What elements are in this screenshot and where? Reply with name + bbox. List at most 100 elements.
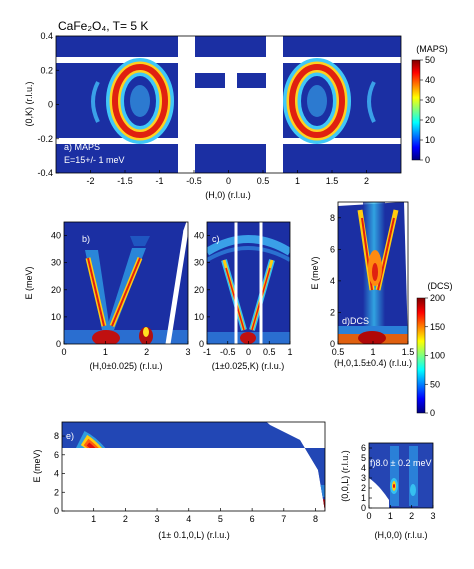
panel-b-y-axis-label: E (meV) xyxy=(24,266,34,299)
panel-a-x-tick-label: -1 xyxy=(155,176,163,186)
panel-c-x-ticks: -1 -0.5 0 0.5 1 xyxy=(203,341,293,357)
panel-a-gap-left xyxy=(178,36,195,173)
panel-c-x-tick-label: -0.5 xyxy=(220,347,236,357)
panel-c-x-tick-label: 0.5 xyxy=(263,347,276,357)
panel-b-x-ticks: 0 1 2 3 xyxy=(61,341,191,357)
panel-b-x-axis-label: (H,0±0.025) (r.l.u.) xyxy=(90,361,163,371)
panel-a-x-tick-label: 1.5 xyxy=(326,176,339,186)
panel-f-x-ticks: 0 1 2 3 xyxy=(366,505,436,521)
panel-a-y-tick-label: -0.2 xyxy=(37,134,53,144)
panel-a-y-tick-label: 0 xyxy=(48,100,53,110)
figure-title: CaFe₂O₄, T= 5 K xyxy=(58,19,148,33)
panel-b-y-ticks: 40 30 20 10 0 xyxy=(51,231,67,349)
colorbar-tick-label: 10 xyxy=(425,135,435,145)
panel-f-y-tick-label: 3 xyxy=(361,473,366,483)
colorbar-tick-label: 50 xyxy=(425,55,435,65)
panel-d-colorbar-ticks: 200 150 100 50 0 xyxy=(425,293,445,418)
panel-d-y-tick-label: 8 xyxy=(330,213,335,223)
panel-e-x-tick-label: 5 xyxy=(218,514,223,524)
panel-e-x-tick-label: 3 xyxy=(155,514,160,524)
panel-b-y-tick-label: 20 xyxy=(51,285,61,295)
panel-e-x-ticks: 1 2 3 4 5 6 7 8 xyxy=(91,508,318,524)
panel-c: c) -1 -0.5 0 0.5 1 40 30 20 10 0 (1±0.025,K) (r.… xyxy=(194,221,293,371)
colorbar-tick-label: 150 xyxy=(430,322,445,332)
panel-f-y-axis-label: (0,0,L) (r.l.u.) xyxy=(340,450,350,502)
panel-d-colorbar xyxy=(416,297,426,414)
colorbar-tick-label: 50 xyxy=(430,379,440,389)
panel-b-y-tick-label: 0 xyxy=(56,339,61,349)
panel-a-label: a) MAPS xyxy=(64,142,100,152)
panel-c-y-tick-label: 40 xyxy=(194,231,204,241)
panel-b: b) 0 1 2 3 40 30 20 10 0 (H,0±0.025) (r.l.u.) E… xyxy=(24,221,191,371)
panel-a-x-tick-label: -0.5 xyxy=(186,176,202,186)
panel-c-y-tick-label: 0 xyxy=(199,339,204,349)
panel-d: d)DCS 0.5 1 1.5 8 6 4 2 0 (H,0,1.5±0.4) (r.l.u… xyxy=(310,201,453,418)
panel-d-x-ticks: 0.5 1 1.5 xyxy=(332,341,415,357)
colorbar-tick-label: 100 xyxy=(430,351,445,361)
colorbar-tick-label: 20 xyxy=(425,115,435,125)
panel-f-y-tick-label: 2 xyxy=(361,483,366,493)
panel-c-label: c) xyxy=(212,234,220,244)
panel-f-label: f)8.0 ± 0.2 meV xyxy=(370,458,431,468)
panel-e-label: e) xyxy=(66,431,74,441)
panel-b-x-tick-label: 0 xyxy=(61,347,66,357)
panel-e-y-tick-label: 0 xyxy=(54,506,59,516)
panel-a-gap-top xyxy=(56,57,401,63)
panel-f-x-tick-label: 2 xyxy=(409,511,414,521)
panel-a-y-tick-label: -0.4 xyxy=(37,168,53,178)
colorbar-tick-label: 30 xyxy=(425,95,435,105)
panel-a-gap-bottom xyxy=(56,138,401,144)
panel-b-y-tick-label: 10 xyxy=(51,312,61,322)
panel-a-energy-label: E=15+/- 1 meV xyxy=(64,155,125,165)
panel-b-y-tick-label: 30 xyxy=(51,258,61,268)
panel-e-x-tick-label: 4 xyxy=(186,514,191,524)
panel-a-y-tick-label: 0.2 xyxy=(40,65,53,75)
panel-e-x-tick-label: 6 xyxy=(250,514,255,524)
panel-a-x-tick-label: 0 xyxy=(226,176,231,186)
panel-a-x-axis-label: (H,0) (r.l.u.) xyxy=(205,190,251,200)
panel-e-y-axis-label: E (meV) xyxy=(32,449,42,482)
panel-d-y-tick-label: 6 xyxy=(330,244,335,254)
panel-f-y-tick-label: 1 xyxy=(361,493,366,503)
colorbar-tick-label: 0 xyxy=(425,155,430,165)
panel-d-y-tick-label: 4 xyxy=(330,276,335,286)
panel-a-x-tick-label: -1.5 xyxy=(117,176,133,186)
panel-d-x-tick-label: 1.5 xyxy=(402,347,415,357)
panel-d-x-tick-label: 0.5 xyxy=(332,347,345,357)
panel-c-x-tick-label: 0 xyxy=(246,347,251,357)
panel-a-y-axis-label: (0,K) (r.l.u.) xyxy=(24,81,34,126)
panel-e-y-tick-label: 6 xyxy=(54,450,59,460)
panel-e-x-tick-label: 8 xyxy=(313,514,318,524)
panel-c-y-tick-label: 30 xyxy=(194,258,204,268)
panel-a-ring-right xyxy=(283,58,351,144)
panel-f-y-tick-label: 5 xyxy=(361,453,366,463)
panel-a-colorbar-ticks: 50 40 30 20 10 0 xyxy=(420,55,435,165)
panel-d-x-axis-label: (H,0,1.5±0.4) (r.l.u.) xyxy=(334,358,412,368)
panel-a: a) MAPS E=15+/- 1 meV -2 -1.5 -1 -0.5 0 0.5 1 1… xyxy=(24,31,448,200)
panel-e-y-tick-label: 4 xyxy=(54,469,59,479)
panel-a-colorbar xyxy=(411,59,421,161)
panel-a-x-tick-label: -2 xyxy=(86,176,94,186)
panel-a-x-ticks: -2 -1.5 -1 -0.5 0 0.5 1 1.5 2 xyxy=(86,170,369,186)
panel-b-label: b) xyxy=(82,234,90,244)
panel-a-colorbar-label: (MAPS) xyxy=(416,44,448,54)
panel-c-y-tick-label: 10 xyxy=(194,312,204,322)
panel-b-y-tick-label: 40 xyxy=(51,231,61,241)
panel-a-x-tick-label: 1 xyxy=(295,176,300,186)
colorbar-tick-label: 200 xyxy=(430,293,445,303)
panel-f-y-tick-label: 0 xyxy=(361,503,366,513)
panel-c-x-tick-label: 1 xyxy=(287,347,292,357)
panel-d-x-tick-label: 1 xyxy=(370,347,375,357)
panel-f-y-tick-label: 6 xyxy=(361,443,366,453)
panel-c-y-tick-label: 20 xyxy=(194,285,204,295)
panel-a-x-tick-label: 2 xyxy=(364,176,369,186)
panel-b-x-tick-label: 1 xyxy=(103,347,108,357)
panel-d-y-axis-label: E (meV) xyxy=(310,256,320,289)
panel-b-x-tick-label: 3 xyxy=(185,347,190,357)
panel-d-y-tick-label: 2 xyxy=(330,307,335,317)
panel-d-y-tick-label: 0 xyxy=(330,339,335,349)
panel-d-label: d)DCS xyxy=(342,316,369,326)
